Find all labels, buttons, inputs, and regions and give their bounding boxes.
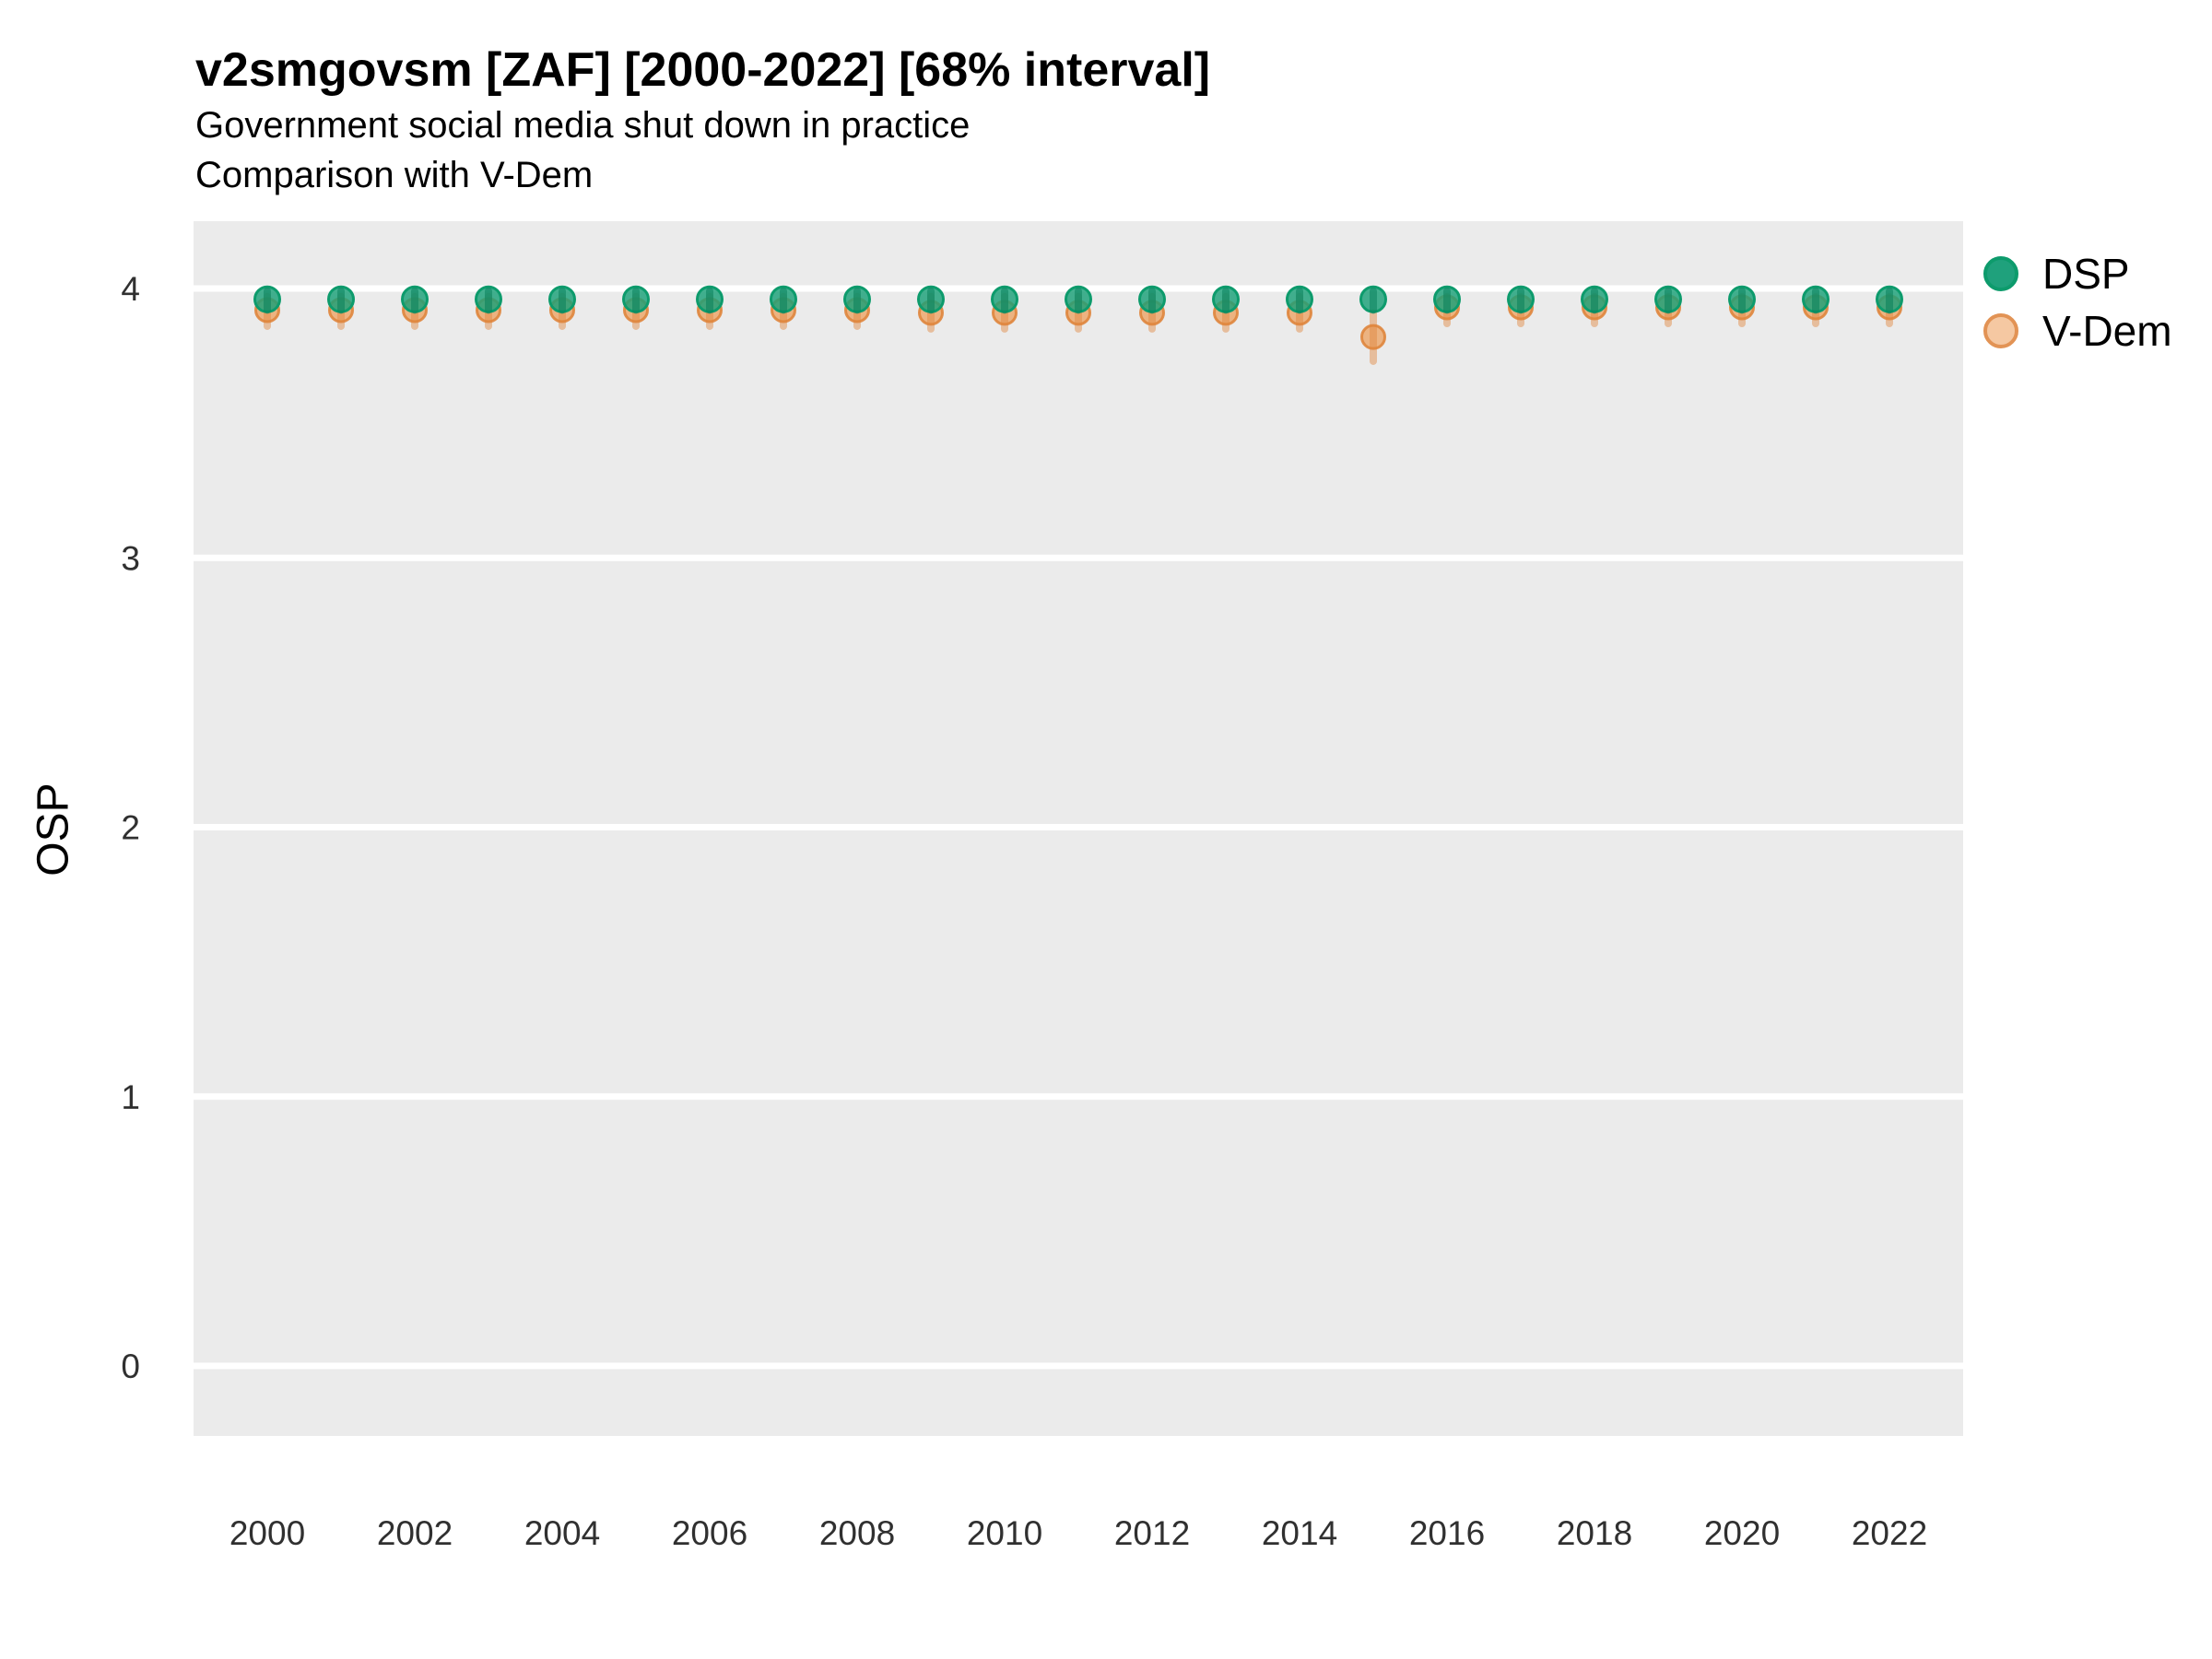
y-tick-label: 1 xyxy=(121,1078,140,1116)
y-tick-label: 2 xyxy=(121,809,140,847)
x-tick-label: 2012 xyxy=(1114,1514,1190,1552)
x-tick-label: 2004 xyxy=(524,1514,600,1552)
x-tick-label: 2010 xyxy=(967,1514,1042,1552)
legend-entry-vdem: V-Dem xyxy=(1983,302,2172,359)
x-tick-label: 2016 xyxy=(1409,1514,1485,1552)
dsp-legend-dot-icon xyxy=(1983,256,2018,291)
legend: DSP V-Dem xyxy=(1983,245,2172,359)
y-tick-label: 3 xyxy=(121,539,140,577)
x-tick-label: 2002 xyxy=(377,1514,453,1552)
x-tick-label: 2008 xyxy=(819,1514,895,1552)
x-tick-label: 2018 xyxy=(1557,1514,1632,1552)
vdem-legend-dot-icon xyxy=(1983,313,2018,348)
x-tick-label: 2020 xyxy=(1704,1514,1780,1552)
chart-subtitle-comparison: Comparison with V-Dem xyxy=(195,155,594,195)
y-tick-label: 0 xyxy=(121,1347,140,1385)
chart-subtitle: Government social media shut down in pra… xyxy=(195,105,971,146)
legend-label-vdem: V-Dem xyxy=(2042,307,2172,355)
chart-title: v2smgovsm [ZAF] [2000-2022] [68% interva… xyxy=(195,43,1211,97)
vdem-point xyxy=(1360,324,1386,350)
x-tick-label: 2006 xyxy=(672,1514,747,1552)
x-tick-label: 2022 xyxy=(1852,1514,1927,1552)
legend-entry-dsp: DSP xyxy=(1983,245,2172,302)
x-tick-label: 2000 xyxy=(229,1514,305,1552)
y-tick-label: 4 xyxy=(121,270,140,308)
legend-label-dsp: DSP xyxy=(2042,250,2130,298)
x-tick-label: 2014 xyxy=(1262,1514,1337,1552)
